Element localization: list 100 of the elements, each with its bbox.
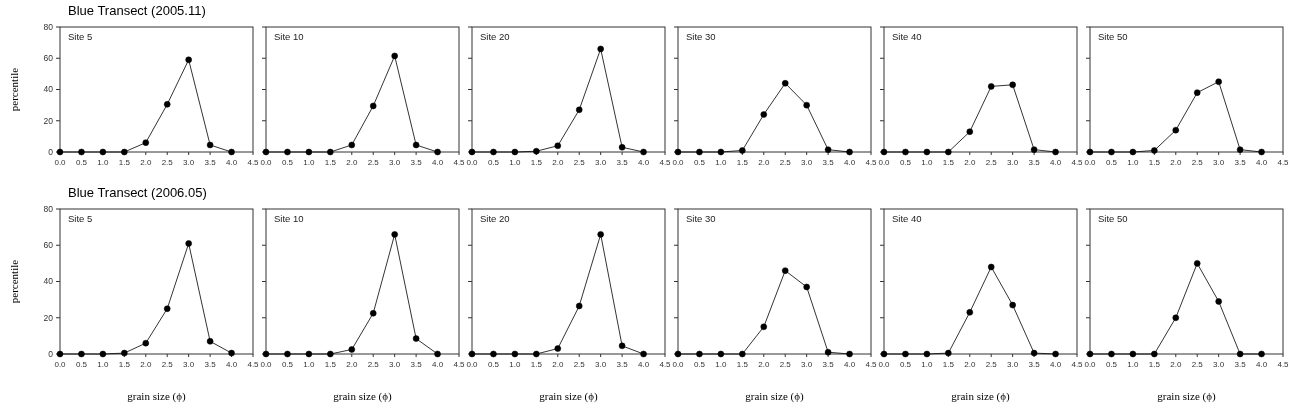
x-tick-label: 4.5 [453,360,466,369]
x-tick-label: 2.0 [140,360,152,369]
point [1215,298,1222,305]
point [554,345,562,352]
point [142,339,150,347]
x-tick-label: 4.5 [865,158,878,167]
x-tick-label: 3.5 [616,158,629,167]
annotation: Site 10 [274,213,304,224]
x-tick-label: 1.0 [509,158,521,167]
point [1151,147,1158,154]
point [1172,314,1180,321]
x-tick-label: 3.5 [1234,360,1247,369]
x-tick-label: 1.0 [97,360,109,369]
x-tick-label: 3.5 [1234,158,1247,167]
x-tick-label: 0.0 [672,158,685,167]
point [185,56,192,64]
x-tick-label: 1.5 [118,360,131,369]
x-tick-label: 4.5 [453,158,466,167]
point [206,141,214,149]
x-tick-label: 3.5 [1028,158,1041,167]
x-tick-label: 4.5 [1071,360,1084,369]
x-tick-label: 1.0 [1127,158,1139,167]
x-tick-label: 2.0 [552,158,564,167]
point [1172,126,1180,134]
x-tick-label: 4.5 [659,158,672,167]
point [945,349,952,357]
x-tick-label: 2.0 [346,158,358,167]
y-tick-label: 80 [43,21,54,32]
x-tick-label: 1.0 [303,158,315,167]
x-tick-label: 1.0 [509,360,521,369]
point [1215,78,1222,85]
y-axis-title: percentile [8,67,20,112]
point [575,106,583,114]
x-tick-label: 0.0 [260,158,273,167]
point [369,309,377,317]
point [966,128,974,135]
point [1030,146,1038,153]
x-tick-label: 3.0 [1213,158,1225,167]
x-tick-label: 2.0 [758,360,770,369]
point [1193,89,1201,96]
point [618,144,626,151]
x-tick-label: 2.0 [1170,158,1182,167]
x-tick-label: 0.0 [260,360,273,369]
x-tick-label: 4.0 [843,158,856,167]
annotation: Site 30 [686,31,716,42]
x-tick-label: 1.5 [942,360,955,369]
x-tick-label: 4.0 [431,158,444,167]
x-tick-label: 0.5 [75,360,88,369]
x-tick-label: 3.5 [1028,360,1041,369]
x-tick-label: 2.5 [161,360,174,369]
point [824,348,832,356]
x-tick-label: 3.0 [1007,158,1019,167]
x-tick-label: 4.5 [865,360,878,369]
point [412,141,420,149]
x-axis-title: grain size (ϕ) [539,390,598,403]
x-tick-label: 3.0 [389,158,401,167]
y-tick-label: 20 [43,312,54,323]
x-tick-label: 3.0 [183,360,195,369]
point [597,45,604,53]
annotation: Site 50 [1098,31,1128,42]
annotation: Site 20 [480,31,510,42]
x-tick-label: 0.5 [281,158,294,167]
point [781,267,789,274]
x-tick-label: 3.0 [389,360,401,369]
x-tick-label: 4.0 [843,360,856,369]
y-tick-label: 0 [48,348,54,359]
x-tick-label: 2.5 [1191,158,1204,167]
x-tick-label: 0.5 [487,360,500,369]
x-tick-label: 1.0 [921,360,933,369]
x-tick-label: 1.5 [530,158,543,167]
x-tick-label: 1.5 [1148,158,1161,167]
x-tick-label: 1.5 [1148,360,1161,369]
x-tick-label: 3.5 [410,158,423,167]
x-tick-label: 3.5 [410,360,423,369]
x-axis-title: grain size (ϕ) [127,390,186,403]
x-tick-label: 1.0 [1127,360,1139,369]
point [575,302,583,310]
annotation: Site 20 [480,213,510,224]
point [803,283,810,291]
x-tick-label: 1.0 [303,360,315,369]
point [412,335,420,342]
x-tick-label: 2.5 [573,360,586,369]
x-tick-label: 2.5 [985,360,998,369]
x-tick-label: 1.5 [324,158,337,167]
point [163,305,171,312]
x-tick-label: 2.5 [161,158,174,167]
x-tick-label: 0.0 [1084,360,1097,369]
point [1236,146,1244,153]
x-tick-label: 1.5 [118,158,131,167]
x-tick-label: 4.5 [659,360,672,369]
point [369,102,377,110]
x-tick-label: 2.0 [964,360,976,369]
x-tick-label: 4.5 [247,158,260,167]
x-tick-label: 4.0 [225,158,238,167]
y-tick-label: 60 [43,53,54,64]
chart-title: Blue Transect (2006.05) [68,185,207,200]
annotation: Site 40 [892,31,922,42]
x-tick-label: 3.0 [801,360,813,369]
x-tick-label: 3.0 [1007,360,1019,369]
x-tick-label: 1.0 [921,158,933,167]
